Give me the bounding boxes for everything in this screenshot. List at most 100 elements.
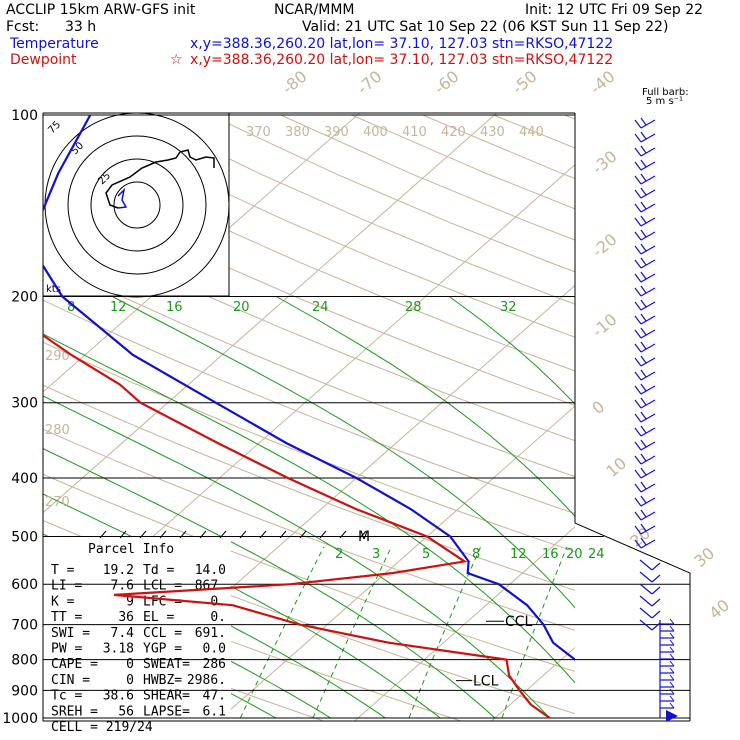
moist-adiabat-label: 12 bbox=[110, 300, 127, 315]
ccl-label: CCL bbox=[505, 614, 533, 630]
barb-legend-line1: Full barb: bbox=[642, 87, 689, 98]
parcel-value: 691. bbox=[195, 626, 226, 641]
wind-barb-flag bbox=[634, 315, 642, 325]
wind-barb-flag bbox=[634, 441, 642, 451]
wind-barb-flag bbox=[634, 329, 642, 339]
tick-mark bbox=[299, 530, 307, 539]
isotherm-line bbox=[43, 113, 498, 514]
forecast-hour: 33 h bbox=[65, 19, 96, 35]
wind-barb-flag bbox=[640, 439, 647, 448]
mixing-ratio-line bbox=[697, 547, 740, 718]
wind-barb-flag bbox=[669, 625, 675, 632]
dry-adiabat-line bbox=[422, 114, 575, 180]
parcel-label: CIN = bbox=[51, 673, 90, 688]
wind-barb-flag bbox=[634, 371, 642, 381]
wind-barb bbox=[640, 329, 656, 339]
parcel-value: 9 bbox=[126, 594, 134, 609]
star-icon: ☆ bbox=[170, 52, 183, 68]
wind-barb bbox=[639, 571, 653, 583]
isotherm-label: 0 bbox=[588, 397, 608, 418]
parcel-info-title: Parcel Info bbox=[88, 542, 174, 557]
parcel-label: HWBZ= bbox=[143, 673, 182, 688]
wind-barb-flag bbox=[669, 646, 675, 653]
parcel-label: Tc = bbox=[51, 689, 82, 704]
moist-adiabat-label: 16 bbox=[166, 300, 183, 315]
pressure-tick-label: 600 bbox=[11, 577, 38, 593]
parcel-value: 2986. bbox=[187, 673, 226, 688]
parcel-label: CAPE = bbox=[51, 657, 98, 672]
wind-barb bbox=[640, 119, 656, 129]
wind-barb bbox=[640, 413, 656, 423]
wind-barb-flag bbox=[640, 313, 647, 322]
hodograph-ring bbox=[90, 158, 184, 252]
tick-mark bbox=[159, 530, 167, 539]
mixing-ratio-line bbox=[408, 546, 482, 719]
wind-barb-flag bbox=[669, 632, 675, 639]
pressure-tick-label: 800 bbox=[11, 653, 38, 669]
forecast-label: Fcst: bbox=[6, 19, 39, 35]
moist-adiabat-label: 28 bbox=[405, 300, 422, 315]
parcel-value: 286 bbox=[203, 657, 226, 672]
temperature-station-info: x,y=388.36,260.20 lat,lon= 37.10, 127.03… bbox=[190, 36, 613, 52]
isotherm-label: -30 bbox=[588, 147, 620, 178]
parcel-label: SWEAT= bbox=[143, 657, 190, 672]
wind-barb-flag bbox=[640, 173, 647, 182]
wind-barb-flag bbox=[634, 231, 642, 241]
temperature-trace bbox=[43, 114, 575, 661]
mixing-ratio-label: 5 bbox=[422, 547, 430, 562]
wind-barb bbox=[640, 371, 656, 381]
mixing-ratio-label: 3 bbox=[372, 547, 380, 562]
dewpoint-trace bbox=[43, 333, 551, 719]
mixing-ratio-line bbox=[586, 547, 645, 718]
parcel-label: PW = bbox=[51, 642, 82, 657]
mixing-ratio-line bbox=[312, 546, 392, 719]
tick-mark bbox=[259, 530, 267, 539]
parcel-value: 3.18 bbox=[103, 642, 134, 657]
wind-barb-flag bbox=[640, 229, 647, 238]
wind-barb-flag bbox=[634, 399, 642, 409]
parcel-value: 0 bbox=[126, 673, 134, 688]
wind-barb bbox=[639, 619, 653, 631]
wind-barb-flag bbox=[640, 145, 647, 154]
wind-barb-flag bbox=[640, 355, 647, 364]
mixing-ratio-line bbox=[239, 546, 325, 719]
lcl-label: LCL bbox=[473, 674, 499, 690]
wind-barb-flag bbox=[640, 495, 647, 504]
wind-barb-flag bbox=[651, 610, 661, 619]
tick-mark bbox=[179, 530, 187, 539]
wind-barb-flag bbox=[634, 273, 642, 283]
level-markers: CCL LCL M bbox=[358, 529, 533, 690]
parcel-info-box: Parcel Info T = 19.2 Td = 14.0 LI = 7.6 LCL = 86… bbox=[51, 542, 226, 735]
wind-barb bbox=[640, 189, 656, 199]
isobar-lines bbox=[43, 114, 690, 719]
moist-adiabat-line bbox=[449, 296, 575, 405]
wind-barb-flag bbox=[669, 653, 675, 660]
wind-barb bbox=[640, 357, 656, 367]
pressure-tick-label: 500 bbox=[11, 529, 38, 545]
wind-barb bbox=[640, 427, 656, 437]
pressure-tick-label: 200 bbox=[11, 290, 38, 306]
isotherm-label: -50 bbox=[508, 67, 540, 98]
wind-barb-flag bbox=[640, 215, 647, 224]
parcel-label: CCL = bbox=[143, 626, 182, 641]
wind-barb bbox=[640, 399, 656, 409]
wind-barb-flag bbox=[634, 245, 642, 255]
wind-barb-flag bbox=[640, 299, 647, 308]
wind-barb bbox=[640, 203, 656, 213]
wind-barb-flag bbox=[634, 469, 642, 479]
wind-barb bbox=[640, 483, 656, 493]
dry-adiabat-line bbox=[43, 384, 575, 591]
parcel-label: LFC = bbox=[143, 594, 182, 609]
wind-barb-flag bbox=[640, 159, 647, 168]
wind-barb-flag bbox=[640, 327, 647, 336]
wind-barb bbox=[640, 511, 656, 521]
theta-label: 400 bbox=[363, 125, 388, 140]
wind-barb-flag bbox=[669, 667, 675, 674]
wind-barb-flag bbox=[669, 618, 675, 625]
wind-barb bbox=[639, 583, 653, 595]
wind-barb bbox=[640, 175, 656, 185]
wind-barb bbox=[639, 559, 653, 571]
level-mark: M bbox=[358, 529, 370, 545]
wind-barb-flag bbox=[640, 131, 647, 140]
